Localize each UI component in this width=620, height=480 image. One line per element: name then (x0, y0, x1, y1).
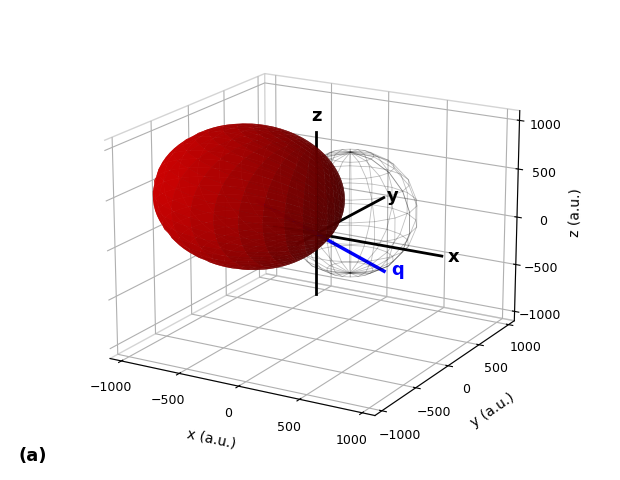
Y-axis label: y (a.u.): y (a.u.) (468, 391, 517, 430)
Text: (a): (a) (19, 447, 47, 465)
X-axis label: x (a.u.): x (a.u.) (186, 427, 237, 451)
